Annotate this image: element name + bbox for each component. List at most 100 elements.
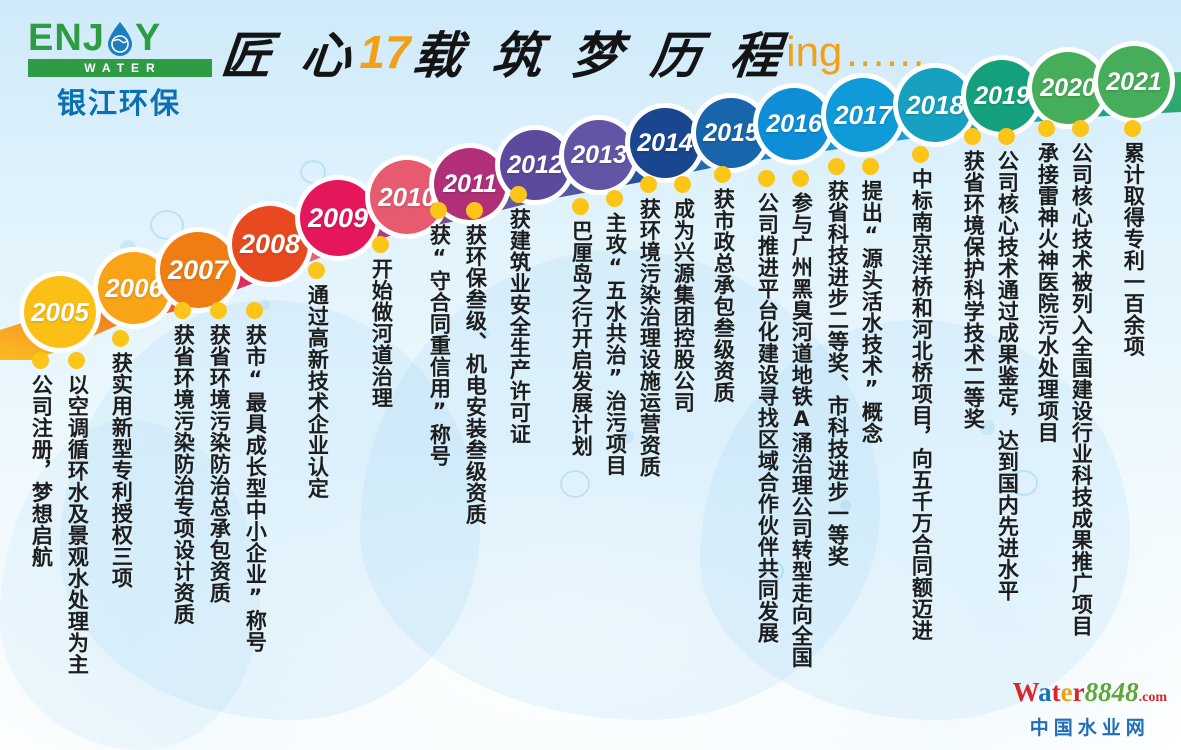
achievement-2012-1[interactable]: 巴厘岛之行开启发展计划 xyxy=(569,198,593,457)
achievement-2008-1[interactable]: 获市“最具成长型中小企业”称号 xyxy=(243,302,267,653)
watermark-chinese: 中国水业网 xyxy=(1029,717,1150,739)
achievement-text: 公司注册，梦想启航 xyxy=(29,374,54,568)
year-node-2007[interactable]: 2007 xyxy=(160,232,236,308)
bullet-icon xyxy=(964,128,982,145)
bullet-icon xyxy=(68,352,86,369)
achievement-text: 参与广州黑臭河道地铁A涌治理公司转型走向全国 xyxy=(789,192,814,668)
bullet-icon xyxy=(792,170,810,187)
bullet-icon xyxy=(510,186,528,203)
watermark-w: W xyxy=(1012,677,1039,707)
achievement-2010-2[interactable]: 获环保叁级、机电安装叁级资质 xyxy=(463,202,488,525)
watermark-wordmark: Water8848.com xyxy=(1013,678,1167,712)
year-label: 2019 xyxy=(974,81,1030,110)
achievement-2007-1[interactable]: 获省环境污染防治专项设计资质 xyxy=(171,302,196,625)
achievement-2015-1[interactable]: 获市政总承包叁级资质 xyxy=(711,166,735,403)
year-label: 2021 xyxy=(1106,67,1162,96)
title-part-1: 匠 心 xyxy=(218,26,361,85)
year-node-2020[interactable]: 2020 xyxy=(1032,52,1104,124)
title-dots: …… xyxy=(844,28,926,75)
year-label: 2010 xyxy=(378,181,436,212)
achievement-2020-1[interactable]: 承接雷神火神医院污水处理项目 xyxy=(1035,120,1060,443)
achievement-text: 获省环境污染防治专项设计资质 xyxy=(171,324,196,625)
achievement-text: 承接雷神火神医院污水处理项目 xyxy=(1035,142,1060,443)
achievement-2005-1[interactable]: 公司注册，梦想启航 xyxy=(29,352,54,568)
year-label: 2013 xyxy=(571,140,627,169)
achievement-2019-1[interactable]: 获省环境保护科学技术二等奖 xyxy=(961,128,985,430)
achievement-2013-1[interactable]: 主攻“五水共治”治污项目 xyxy=(603,190,628,476)
achievement-text: 获省环境污染防治总承包资质 xyxy=(207,324,232,604)
achievement-2018-1[interactable]: 中标南京洋桥和河北桥项目，向五千万合同额迈进 xyxy=(909,146,934,641)
achievement-2006-1[interactable]: 获实用新型专利授权三项 xyxy=(109,330,134,589)
year-label: 2007 xyxy=(167,254,229,285)
watermark-a: a xyxy=(1038,677,1052,707)
year-node-2005[interactable]: 2005 xyxy=(24,276,96,348)
bullet-icon xyxy=(758,170,776,187)
watermark-r: r xyxy=(1072,677,1085,707)
achievement-2013-2[interactable]: 获环境污染治理设施运营资质 xyxy=(637,176,661,478)
year-node-2014[interactable]: 2014 xyxy=(630,108,700,178)
bullet-icon xyxy=(640,176,658,193)
logo-enj-text: ENJ xyxy=(28,17,105,59)
year-node-2021[interactable]: 2021 xyxy=(1098,46,1170,118)
bullet-icon xyxy=(674,176,692,193)
year-node-2008[interactable]: 2008 xyxy=(232,206,308,282)
bullet-icon xyxy=(174,302,192,319)
achievement-2021-1[interactable]: 累计取得专利一百余项 xyxy=(1121,120,1146,357)
achievement-2016-2[interactable]: 参与广州黑臭河道地铁A涌治理公司转型走向全国 xyxy=(789,170,814,668)
achievement-2011-1[interactable]: 获建筑业安全生产许可证 xyxy=(507,186,532,445)
achievement-text: 成为兴源集团控股公司 xyxy=(671,198,696,413)
bullet-icon xyxy=(998,128,1016,145)
achievement-2017-1[interactable]: 获省科技进步二等奖、市科技进步一等奖 xyxy=(825,158,850,567)
year-node-2013[interactable]: 2013 xyxy=(564,120,634,190)
achievement-2019-2[interactable]: 公司核心技术通过成果鉴定，达到国内先进水平 xyxy=(995,128,1019,602)
achievement-text: 获省科技进步二等奖、市科技进步一等奖 xyxy=(825,180,850,567)
year-label: 2017 xyxy=(834,99,892,130)
achievement-text: 累计取得专利一百余项 xyxy=(1121,142,1146,357)
achievement-2017-2[interactable]: 提出“源头活水技术”概念 xyxy=(859,158,883,444)
achievement-text: 中标南京洋桥和河北桥项目，向五千万合同额迈进 xyxy=(909,168,934,641)
year-node-2015[interactable]: 2015 xyxy=(696,98,766,168)
achievement-text: 通过高新技术企业认定 xyxy=(305,284,330,499)
watermark-e: e xyxy=(1060,677,1073,707)
logo-chinese-name: 银江环保 xyxy=(56,86,181,120)
year-node-2019[interactable]: 2019 xyxy=(966,60,1038,132)
year-node-2016[interactable]: 2016 xyxy=(758,88,830,160)
year-label: 2011 xyxy=(443,169,497,198)
year-label: 2006 xyxy=(105,272,163,303)
bullet-icon xyxy=(912,146,930,163)
year-label: 2009 xyxy=(307,202,369,233)
year-node-2009[interactable]: 2009 xyxy=(300,180,376,256)
logo-wordmark: ENJ Y xyxy=(28,18,223,58)
year-label: 2014 xyxy=(637,128,693,157)
year-node-2018[interactable]: 2018 xyxy=(898,68,972,142)
achievement-text: 获建筑业安全生产许可证 xyxy=(507,208,532,445)
title-number: 17 xyxy=(359,26,411,78)
achievement-2009-1[interactable]: 开始做河道治理 xyxy=(369,236,394,409)
achievement-text: 公司核心技术被列入全国建设行业科技成果推广项目 xyxy=(1069,142,1094,637)
year-label: 2008 xyxy=(239,228,301,259)
year-node-2017[interactable]: 2017 xyxy=(826,78,900,152)
achievement-text: 开始做河道治理 xyxy=(369,258,394,409)
bullet-icon xyxy=(210,302,228,319)
watermark-t: t xyxy=(1051,677,1061,707)
bullet-icon xyxy=(714,166,732,183)
achievement-2014-1[interactable]: 成为兴源集团控股公司 xyxy=(671,176,696,413)
bullet-icon xyxy=(1038,120,1056,137)
achievement-text: 获实用新型专利授权三项 xyxy=(109,352,134,589)
achievement-2010-1[interactable]: 获“守合同重信用”称号 xyxy=(427,202,451,467)
achievement-2008-2[interactable]: 通过高新技术企业认定 xyxy=(305,262,330,499)
achievement-text: 获环保叁级、机电安装叁级资质 xyxy=(463,224,488,525)
year-node-2006[interactable]: 2006 xyxy=(98,252,170,324)
achievement-text: 主攻“五水共治”治污项目 xyxy=(603,212,628,476)
achievement-2020-2[interactable]: 公司核心技术被列入全国建设行业科技成果推广项目 xyxy=(1069,120,1094,637)
title-part-2: 载 筑 梦 历 程 xyxy=(409,26,789,85)
year-label: 2012 xyxy=(507,150,563,179)
achievement-2005-2[interactable]: 以空调循环水及景观水处理为主 xyxy=(65,352,89,675)
year-label: 2016 xyxy=(766,109,822,138)
achievement-2016-1[interactable]: 公司推进平台化建设寻找区域合作伙伴共同发展 xyxy=(755,170,779,644)
achievement-2007-2[interactable]: 获省环境污染防治总承包资质 xyxy=(207,302,232,604)
bullet-icon xyxy=(466,202,484,219)
year-node-2010[interactable]: 2010 xyxy=(370,160,444,234)
watermark: Water8848.com 中国水业网 xyxy=(1013,678,1167,740)
bullet-icon xyxy=(308,262,326,279)
